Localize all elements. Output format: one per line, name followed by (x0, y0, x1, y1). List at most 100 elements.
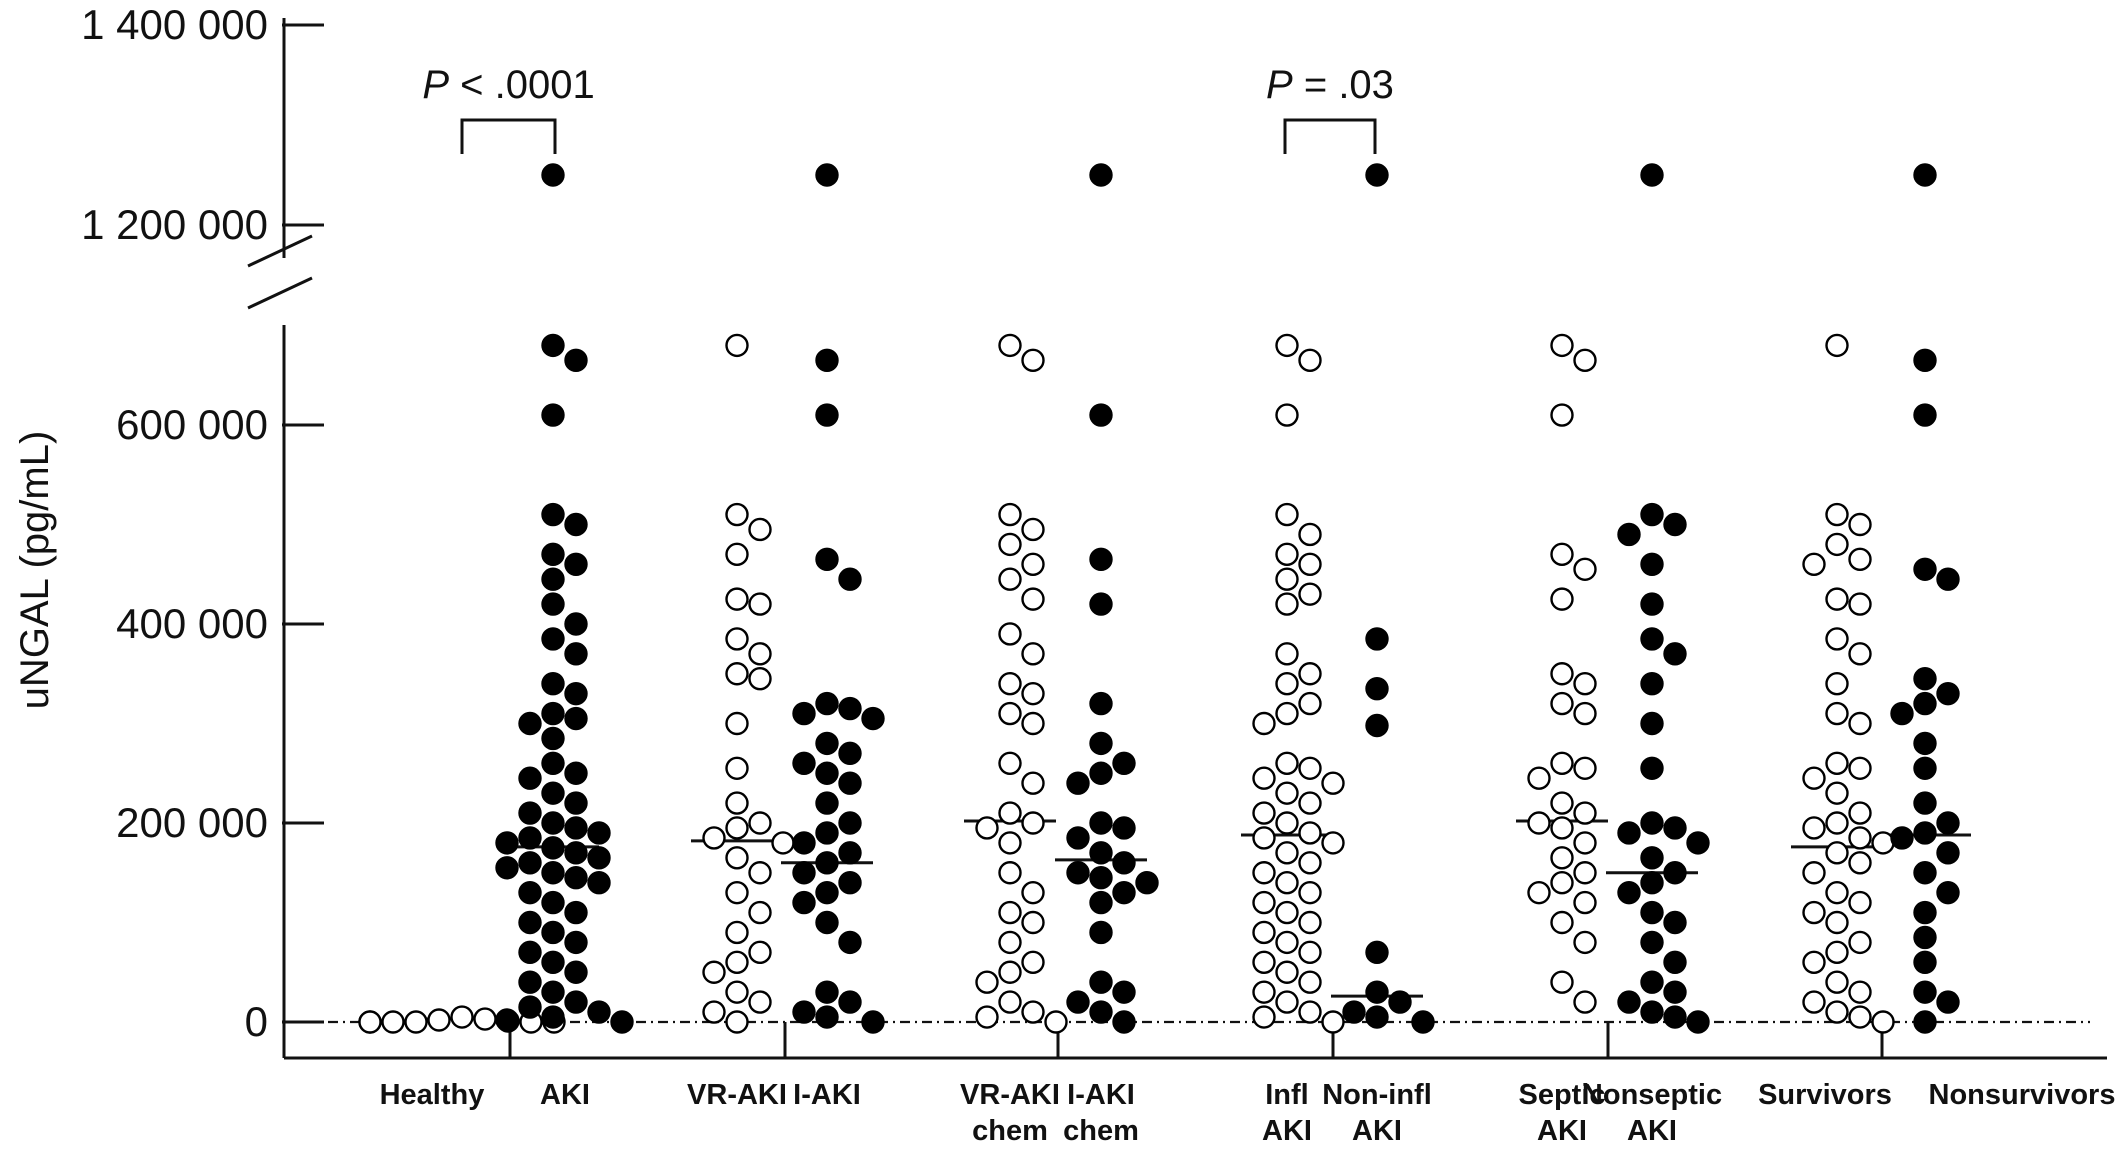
filled-data-point (1913, 791, 1937, 815)
open-data-point (1848, 592, 1872, 616)
open-data-point (1848, 826, 1872, 850)
open-data-point (427, 1008, 451, 1032)
open-data-point (1252, 890, 1276, 915)
category-label: VR-AKI (687, 1079, 787, 1111)
y-tick-label: 200 000 (116, 799, 268, 846)
axis-break-mark (247, 234, 313, 268)
open-data-point (1298, 582, 1322, 606)
open-data-point (1021, 771, 1045, 795)
filled-data-point (1913, 731, 1937, 756)
open-data-point (1275, 841, 1299, 865)
open-data-point (1252, 826, 1276, 850)
open-data-point (998, 701, 1022, 726)
filled-data-point (815, 980, 839, 1004)
filled-data-point (1089, 920, 1113, 945)
filled-data-point (1640, 900, 1664, 925)
open-data-point (1573, 348, 1597, 373)
filled-data-point (1640, 930, 1664, 955)
filled-data-point (838, 567, 862, 591)
category-label: I-AKI chem (1063, 1079, 1139, 1147)
open-data-point (1298, 1000, 1322, 1024)
filled-data-point (1089, 403, 1113, 427)
open-data-point (1848, 756, 1872, 780)
open-data-point (1848, 851, 1872, 875)
filled-data-point (792, 751, 816, 775)
open-data-point (1275, 990, 1299, 1014)
filled-data-point (1640, 1000, 1664, 1024)
filled-data-point (1135, 871, 1159, 895)
filled-data-point (564, 761, 588, 785)
open-data-point (1802, 950, 1826, 974)
filled-data-point (564, 960, 588, 984)
filled-data-point (1663, 816, 1687, 840)
significance-bracket (460, 118, 557, 154)
open-data-point (1021, 1000, 1045, 1024)
open-data-point (1527, 880, 1551, 905)
filled-data-point (1089, 731, 1113, 756)
open-data-point (748, 900, 772, 925)
open-data-point (450, 1005, 474, 1029)
open-data-point (1802, 861, 1826, 885)
filled-data-point (1089, 163, 1113, 187)
open-data-point (1298, 756, 1322, 780)
filled-data-point (518, 970, 542, 994)
open-data-point (1298, 910, 1322, 935)
y-tick-label: 1 200 000 (81, 201, 268, 248)
open-data-point (1825, 701, 1849, 726)
open-data-point (1275, 900, 1299, 925)
open-data-point (748, 517, 772, 542)
filled-data-point (564, 612, 588, 636)
open-data-point (998, 960, 1022, 984)
filled-data-point (1388, 990, 1412, 1014)
open-data-point (1848, 930, 1872, 955)
open-data-point (975, 816, 999, 840)
filled-data-point (1089, 890, 1113, 915)
open-data-point (1573, 756, 1597, 780)
open-data-point (771, 831, 795, 855)
filled-data-point (815, 403, 839, 427)
open-data-point (1298, 691, 1322, 716)
filled-data-point (1913, 900, 1937, 925)
open-data-point (1021, 910, 1045, 935)
filled-data-point (1411, 1010, 1435, 1034)
open-data-point (725, 880, 749, 905)
filled-data-point (564, 930, 588, 955)
open-data-point (1550, 910, 1574, 935)
filled-data-point (838, 990, 862, 1014)
open-data-point (1321, 771, 1345, 795)
filled-data-point (1640, 552, 1664, 576)
open-data-point (725, 846, 749, 870)
open-data-point (1298, 791, 1322, 815)
open-data-point (1848, 890, 1872, 915)
open-data-point (1550, 791, 1574, 815)
open-data-point (998, 900, 1022, 925)
filled-data-point (1066, 826, 1090, 850)
filled-data-point (564, 990, 588, 1014)
open-data-point (1825, 880, 1849, 905)
filled-data-point (1089, 761, 1113, 785)
filled-data-point (1089, 866, 1113, 890)
open-data-point (998, 622, 1022, 646)
filled-data-point (838, 811, 862, 835)
filled-data-point (1089, 547, 1113, 572)
open-data-point (1021, 587, 1045, 611)
open-data-point (725, 756, 749, 780)
filled-data-point (1365, 713, 1389, 738)
filled-data-point (861, 1010, 885, 1034)
filled-data-point (815, 821, 839, 845)
filled-data-point (1617, 821, 1641, 845)
filled-data-point (541, 701, 565, 726)
open-data-point (998, 502, 1022, 527)
filled-data-point (587, 821, 611, 845)
open-data-point (1825, 841, 1849, 865)
open-data-point (725, 542, 749, 567)
open-data-point (998, 930, 1022, 955)
filled-data-point (1663, 1005, 1687, 1029)
data-points (358, 163, 1960, 1034)
open-data-point (1021, 517, 1045, 542)
filled-data-point (1936, 811, 1960, 835)
filled-data-point (1066, 771, 1090, 795)
filled-data-point (1112, 980, 1136, 1004)
open-data-point (1573, 890, 1597, 915)
filled-data-point (587, 871, 611, 895)
